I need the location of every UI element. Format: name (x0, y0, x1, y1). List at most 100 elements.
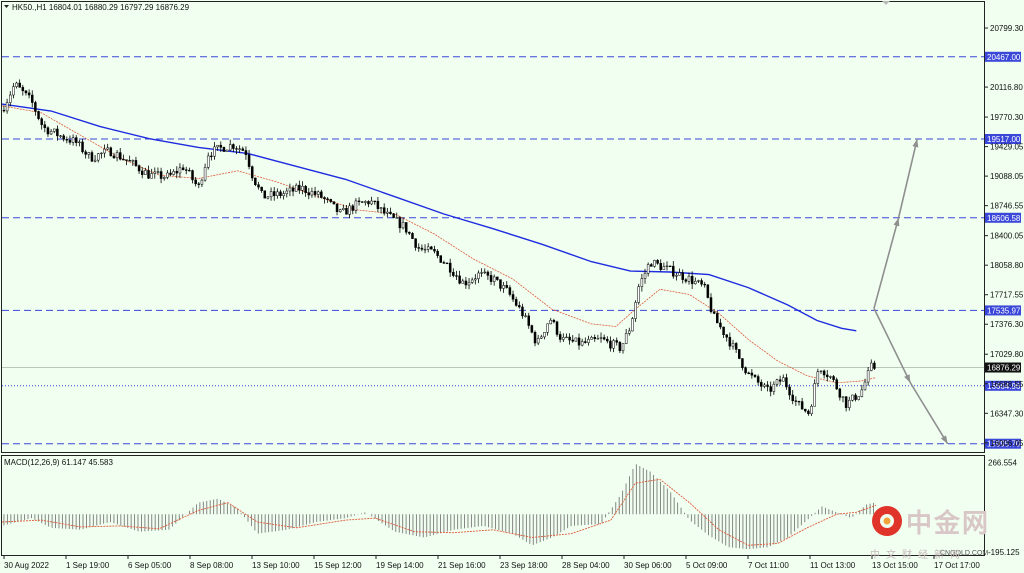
candle-body (433, 249, 436, 252)
candle-body (373, 200, 377, 203)
candle-body (844, 396, 848, 408)
projection-arrow-head (904, 374, 911, 383)
level-price-tag-bg (985, 438, 1021, 449)
candle-body (477, 272, 480, 279)
candle-body (408, 231, 411, 234)
time-tick-label: 30 Aug 2022 (4, 561, 49, 570)
candle-body (734, 343, 738, 350)
candle-body (829, 376, 832, 378)
candle-body (131, 160, 135, 162)
candle-body (596, 338, 600, 340)
candle-body (631, 318, 634, 332)
time-tick-label: 17 Oct 17:00 (934, 561, 980, 570)
candle-body (866, 370, 870, 383)
projection-arrow-line (909, 382, 949, 445)
brand-logo-dot-icon (883, 517, 891, 525)
candle-body (511, 294, 515, 300)
price-tick-label: 18058.80 (990, 261, 1024, 270)
candle-body (499, 279, 502, 289)
price-tick-label: 18400.05 (990, 232, 1024, 241)
level-price-tag: 18606.58 (987, 214, 1021, 223)
candle-body (684, 279, 688, 282)
candle-body (398, 217, 402, 229)
candle-body (540, 336, 543, 339)
projection-arrow-head (893, 217, 900, 227)
candle-body (115, 152, 119, 159)
watermark-slogan: 中文财经新闻 (870, 548, 966, 561)
candle-body (533, 331, 537, 344)
candle-body (112, 155, 116, 159)
macd-header: MACD(12,26,9) 61.147 45.583 (4, 458, 114, 467)
candle-body (304, 185, 307, 193)
price-tick-label: 19429.05 (990, 143, 1024, 152)
candle-body (624, 333, 628, 344)
candle-body (197, 183, 201, 185)
macd-tick-label: -195.125 (988, 548, 1020, 557)
projection-arrow-line (873, 217, 900, 309)
candle-body (320, 191, 323, 198)
current-price-tag: 16876.29 (987, 364, 1021, 373)
macd-pane-frame (1, 455, 985, 556)
candle-body (285, 190, 289, 194)
projection-arrow-head (940, 435, 948, 444)
current-price-tag-bg (985, 362, 1021, 373)
candle-body (571, 339, 574, 342)
candle-body (200, 179, 204, 185)
candle-body (741, 358, 744, 368)
candle-body (489, 275, 493, 282)
candle-body (496, 276, 499, 280)
candle-body (175, 171, 179, 174)
candle-body (800, 401, 804, 410)
candle-body (851, 394, 854, 401)
price-tick-label: 16688.55 (990, 380, 1024, 389)
candle-body (486, 271, 490, 276)
candle-body (276, 191, 279, 196)
dropdown-triangle-icon[interactable] (4, 5, 9, 8)
candle-body (615, 340, 618, 343)
candle-body (241, 148, 245, 151)
candle-body (354, 200, 358, 211)
candle-body (323, 197, 326, 200)
candle-body (191, 170, 194, 181)
macd-histogram (1, 464, 877, 550)
price-tick-label: 16347.30 (990, 409, 1024, 418)
level-price-tag-bg (985, 51, 1021, 62)
level-price-tag-bg (985, 212, 1021, 223)
level-price-tag: 17535.97 (987, 306, 1021, 315)
candle-body (181, 167, 185, 170)
candle-body (257, 184, 260, 188)
chart-shift-marker-icon[interactable] (882, 1, 890, 5)
price-tick-label: 17376.30 (990, 320, 1024, 329)
candle-body (606, 338, 609, 342)
candle-body (370, 200, 373, 205)
time-tick-label: 13 Oct 15:00 (872, 561, 918, 570)
candle-body (769, 386, 772, 392)
level-price-tag: 19517.00 (987, 135, 1021, 144)
candle-body (232, 144, 235, 149)
candle-body (122, 158, 125, 161)
candle-body (93, 159, 97, 162)
candle-body (474, 278, 477, 281)
candle-body (763, 384, 766, 387)
candle-body (188, 169, 191, 172)
candle-body (816, 371, 820, 384)
candle-body (602, 337, 606, 340)
candle-body (659, 263, 662, 270)
candle-body (228, 144, 232, 151)
candle-body (455, 275, 458, 277)
candle-body (78, 141, 81, 144)
price-tick-label: 20799.30 (990, 24, 1024, 33)
candle-body (618, 342, 622, 351)
candle-body (706, 284, 710, 298)
time-tick-label: 5 Oct 09:00 (686, 561, 728, 570)
candle-body (423, 248, 427, 251)
candle-body (417, 247, 421, 249)
time-tick-label: 1 Sep 19:00 (66, 561, 110, 570)
candle-body (222, 147, 226, 152)
candle-body (269, 191, 273, 198)
candle-body (18, 82, 21, 88)
price-tick-label: 17029.80 (990, 350, 1024, 359)
candle-body (555, 321, 559, 335)
candle-body (565, 336, 568, 339)
